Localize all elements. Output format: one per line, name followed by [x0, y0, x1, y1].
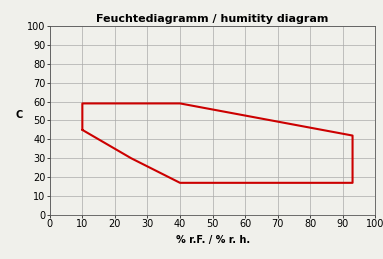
Title: Feuchtediagramm / humitity diagram: Feuchtediagramm / humitity diagram	[97, 14, 329, 24]
X-axis label: % r.F. / % r. h.: % r.F. / % r. h.	[175, 235, 250, 245]
Y-axis label: C: C	[15, 110, 23, 120]
